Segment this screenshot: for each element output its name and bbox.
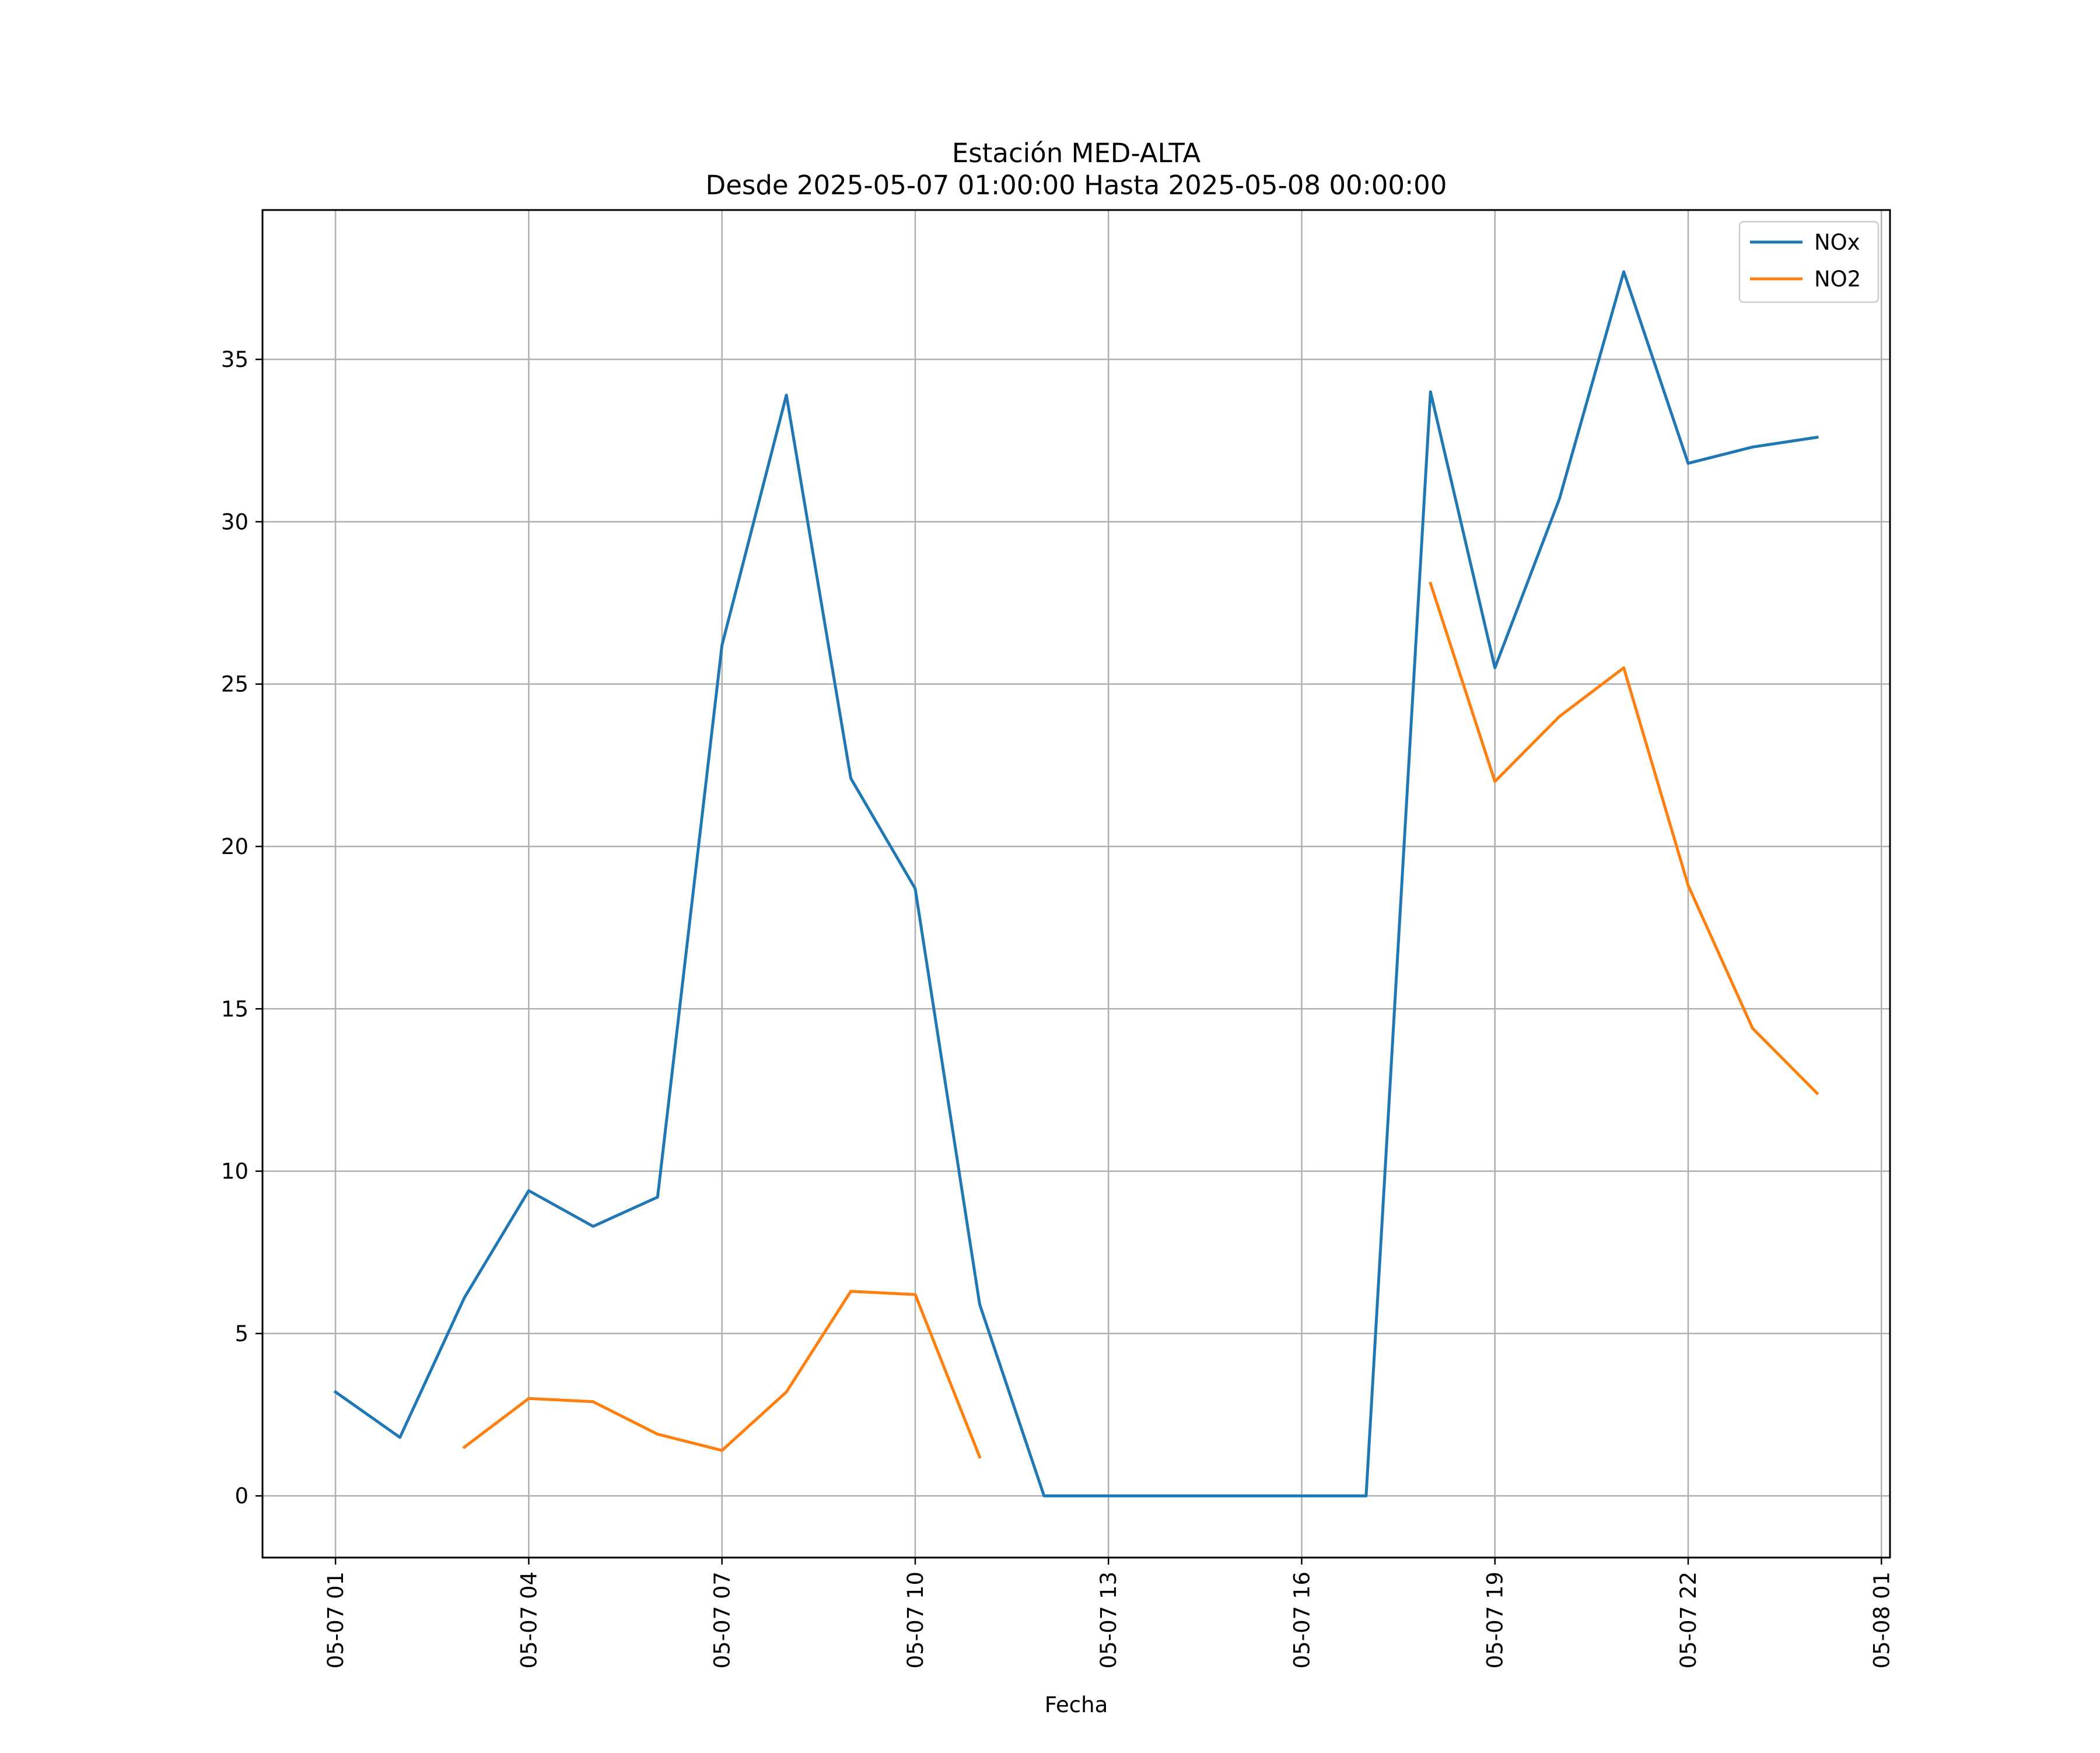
- x-tick-label: 05-07 10: [903, 1572, 928, 1668]
- y-tick-label: 0: [235, 1483, 249, 1509]
- chart-title: Estación MED-ALTA: [952, 138, 1201, 169]
- y-tick-label: 35: [221, 347, 249, 372]
- series-layer: [333, 270, 1819, 1497]
- x-tick-label: 05-07 13: [1096, 1572, 1121, 1668]
- series-line-no2: [462, 581, 1819, 1459]
- grid-layer: [262, 210, 1890, 1558]
- y-tick-label: 15: [221, 996, 249, 1021]
- legend-label-no2: NO2: [1814, 267, 1861, 292]
- y-tick-label: 5: [235, 1321, 249, 1346]
- x-tick-label: 05-08 01: [1869, 1572, 1894, 1668]
- x-axis-label: Fecha: [1045, 1692, 1108, 1717]
- x-tick-label: 05-07 19: [1483, 1572, 1508, 1668]
- x-tick-label: 05-07 16: [1289, 1572, 1314, 1668]
- y-tick-label: 10: [221, 1159, 249, 1184]
- x-tick-label: 05-07 04: [516, 1572, 541, 1668]
- legend: NOx NO2: [1738, 221, 1880, 303]
- series-line-nox: [333, 270, 1819, 1497]
- chart-subtitle: Desde 2025-05-07 01:00:00 Hasta 2025-05-…: [706, 170, 1447, 201]
- plot-frame: [261, 209, 1891, 1559]
- y-tick-label: 25: [221, 672, 249, 697]
- legend-label-nox: NOx: [1814, 230, 1860, 255]
- x-tick-label: 05-07 07: [710, 1572, 735, 1668]
- y-tick-label: 30: [221, 509, 249, 534]
- x-tick-label: 05-07 01: [323, 1572, 348, 1668]
- tick-layer: 0 5 10 15 20 25 30 35 05-07 01 05-07 04 05-07 07 05…: [221, 347, 1894, 1668]
- x-tick-label: 05-07 22: [1676, 1572, 1701, 1668]
- y-tick-label: 20: [221, 834, 249, 859]
